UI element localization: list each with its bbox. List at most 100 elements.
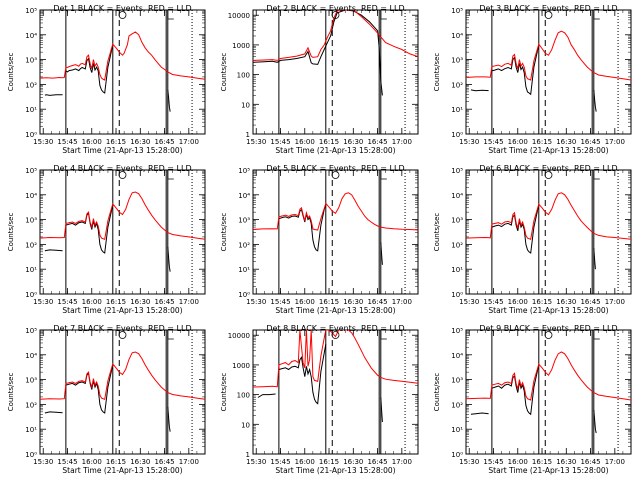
- x-tick-label: 15:45: [57, 458, 77, 466]
- x-tick-label: 17:00: [605, 138, 625, 146]
- y-tick-label: 10²: [25, 241, 37, 249]
- y-tick-label: 10⁴: [451, 352, 463, 360]
- plot-frame: [252, 329, 419, 455]
- series-events-line: [470, 364, 597, 434]
- annotation-marker: [380, 171, 387, 180]
- panel-7: 10⁰ 10¹ 10² 10³ 10⁴ 10⁵ 15:30 15:45 16:00 16:15 16…: [7, 324, 206, 475]
- x-tick-label: 15:30: [246, 138, 266, 146]
- annotation-marker: [167, 171, 174, 180]
- series-lld-line: [40, 31, 205, 81]
- annotation-circle: [544, 171, 553, 179]
- x-tick-label: 16:45: [367, 138, 387, 146]
- x-tick-label: 15:30: [246, 298, 266, 306]
- y-tick-label: 10³: [451, 57, 463, 65]
- y-tick-label: 10⁵: [451, 7, 463, 15]
- series-events-line: [470, 44, 597, 112]
- y-tick-label: 10³: [25, 377, 37, 385]
- y-tick-label: 10¹: [451, 426, 463, 434]
- y-axis-label: Counts/sec: [220, 373, 228, 412]
- x-tick-label: 16:00: [82, 138, 102, 146]
- annotation-circle: [544, 11, 553, 19]
- series-lld-line: [253, 10, 418, 61]
- plot-frame: [465, 169, 632, 295]
- y-tick-label: 10⁴: [451, 32, 463, 40]
- y-tick-label: 10⁴: [238, 192, 250, 200]
- plot-frame: [39, 329, 206, 455]
- x-tick-label: 16:00: [82, 298, 102, 306]
- y-tick-label: 10⁰: [451, 451, 463, 459]
- x-axis-label: Start Time (21-Apr-13 15:28:00): [488, 146, 608, 155]
- x-tick-label: 16:15: [106, 138, 126, 146]
- x-axis-label: Start Time (21-Apr-13 15:28:00): [488, 306, 608, 315]
- x-tick-label: 16:00: [508, 298, 528, 306]
- y-tick-label: 10²: [238, 241, 250, 249]
- y-axis-label: Counts/sec: [433, 53, 441, 92]
- panel-1: 10⁰ 10¹ 10² 10³ 10⁴ 10⁵ 15:30 15:45 16:00 16:15 16…: [7, 4, 206, 155]
- x-tick-label: 16:30: [556, 458, 576, 466]
- x-tick-label: 17:00: [605, 298, 625, 306]
- x-tick-label: 16:30: [130, 298, 150, 306]
- y-tick-label: 10⁰: [451, 131, 463, 139]
- y-tick-label: 10¹: [451, 266, 463, 274]
- x-axis-label: Start Time (21-Apr-13 15:28:00): [62, 306, 182, 315]
- y-tick-label: 1000: [232, 42, 250, 50]
- y-tick-label: 10²: [25, 81, 37, 89]
- x-tick-label: 15:30: [459, 298, 479, 306]
- annotation-circle: [118, 171, 127, 179]
- x-tick-label: 15:30: [459, 138, 479, 146]
- x-tick-label: 16:45: [580, 298, 600, 306]
- plot-frame: [252, 169, 419, 295]
- y-tick-label: 1: [246, 131, 250, 139]
- x-tick-label: 15:45: [483, 458, 503, 466]
- series-lld-line: [253, 330, 418, 388]
- y-tick-label: 100: [237, 392, 250, 400]
- series-events-line: [491, 204, 596, 270]
- panel-4: 10⁰ 10¹ 10² 10³ 10⁴ 10⁵ 15:30 15:45 16:00 16:15 16…: [7, 164, 206, 315]
- y-tick-label: 10¹: [238, 266, 250, 274]
- y-axis-label: Counts/sec: [7, 53, 15, 92]
- y-tick-label: 10000: [228, 332, 250, 340]
- plot-frame: [252, 9, 419, 135]
- y-tick-label: 10⁵: [238, 167, 250, 175]
- panel-title: Det 1 BLACK = Events, RED = LLD: [53, 4, 191, 13]
- y-tick-label: 10³: [25, 57, 37, 65]
- x-tick-label: 17:00: [179, 458, 199, 466]
- y-tick-label: 10⁴: [25, 32, 37, 40]
- y-axis-label: Counts/sec: [7, 213, 15, 252]
- y-tick-label: 10⁰: [25, 451, 37, 459]
- y-axis-label: Counts/sec: [220, 53, 228, 92]
- annotation-circle: [118, 11, 127, 19]
- x-tick-label: 15:45: [483, 298, 503, 306]
- x-tick-label: 15:30: [459, 458, 479, 466]
- y-tick-label: 1000: [232, 362, 250, 370]
- y-tick-label: 10¹: [451, 106, 463, 114]
- x-tick-label: 17:00: [179, 298, 199, 306]
- annotation-marker: [380, 331, 387, 340]
- y-tick-label: 10⁵: [25, 327, 37, 335]
- series-lld-line: [40, 191, 205, 240]
- y-tick-label: 10²: [451, 81, 463, 89]
- x-tick-label: 15:30: [246, 458, 266, 466]
- y-tick-label: 10²: [25, 401, 37, 409]
- series-events-line: [278, 204, 383, 265]
- y-tick-label: 10³: [238, 217, 250, 225]
- plot-frame: [465, 9, 632, 135]
- y-tick-label: 10⁴: [451, 192, 463, 200]
- annotation-marker: [593, 11, 600, 20]
- annotation-marker: [167, 331, 174, 340]
- x-tick-label: 16:15: [532, 298, 552, 306]
- x-tick-label: 15:45: [57, 138, 77, 146]
- x-tick-label: 16:00: [295, 298, 315, 306]
- y-tick-label: 10⁰: [25, 291, 37, 299]
- x-tick-label: 16:30: [130, 138, 150, 146]
- annotation-marker: [167, 11, 174, 20]
- x-tick-label: 16:00: [508, 458, 528, 466]
- x-axis-label: Start Time (21-Apr-13 15:28:00): [488, 466, 608, 475]
- x-tick-label: 16:15: [106, 298, 126, 306]
- y-axis-label: Counts/sec: [433, 373, 441, 412]
- panel-title: Det 5 BLACK = Events, RED = LLD: [266, 164, 404, 173]
- plot-frame: [39, 9, 206, 135]
- x-tick-label: 17:00: [179, 138, 199, 146]
- y-tick-label: 10⁰: [25, 131, 37, 139]
- x-tick-label: 15:45: [270, 298, 290, 306]
